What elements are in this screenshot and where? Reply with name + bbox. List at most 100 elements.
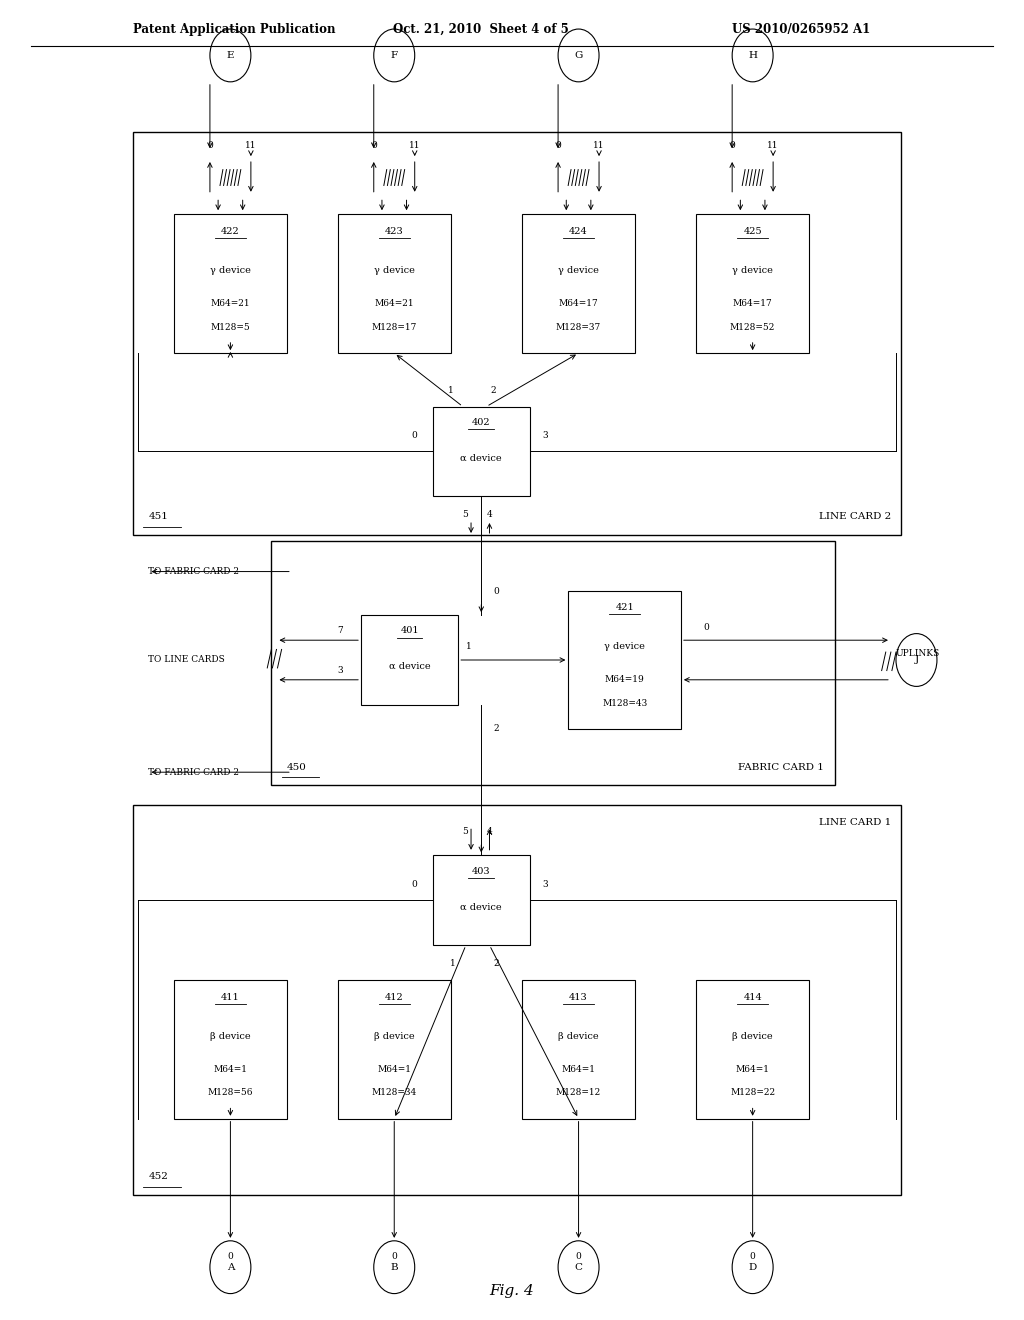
- Text: Patent Application Publication: Patent Application Publication: [133, 22, 336, 36]
- Text: M128=17: M128=17: [372, 323, 417, 331]
- Text: M128=34: M128=34: [372, 1089, 417, 1097]
- Bar: [338, 214, 451, 352]
- Text: 4: 4: [486, 511, 493, 519]
- Text: 0: 0: [207, 141, 213, 150]
- Text: FABRIC CARD 1: FABRIC CARD 1: [738, 763, 824, 772]
- Text: γ device: γ device: [210, 267, 251, 275]
- Text: M128=43: M128=43: [602, 700, 647, 708]
- Text: M64=21: M64=21: [211, 300, 250, 308]
- Text: UPLINKS: UPLINKS: [896, 649, 940, 657]
- Text: M64=1: M64=1: [377, 1065, 412, 1073]
- Text: γ device: γ device: [374, 267, 415, 275]
- Bar: [174, 979, 287, 1119]
- Text: α device: α device: [461, 903, 502, 911]
- Text: 0: 0: [227, 1253, 233, 1261]
- Text: 424: 424: [569, 227, 588, 236]
- Text: M128=5: M128=5: [211, 323, 250, 331]
- Text: F: F: [391, 51, 397, 59]
- Text: 0: 0: [412, 432, 417, 440]
- Text: D: D: [749, 1263, 757, 1271]
- Text: α device: α device: [389, 663, 430, 671]
- Text: B: B: [390, 1263, 398, 1271]
- Text: M64=1: M64=1: [213, 1065, 248, 1073]
- Text: TO FABRIC CARD 2: TO FABRIC CARD 2: [148, 768, 240, 776]
- Text: β device: β device: [732, 1032, 773, 1040]
- Text: 0: 0: [412, 880, 417, 888]
- Text: 4: 4: [486, 828, 493, 836]
- Bar: [522, 214, 635, 352]
- Text: 450: 450: [287, 763, 306, 772]
- Text: 2: 2: [494, 725, 500, 733]
- Text: 422: 422: [221, 227, 240, 236]
- Text: 0: 0: [729, 141, 735, 150]
- Text: G: G: [574, 51, 583, 59]
- Bar: [696, 979, 809, 1119]
- Text: C: C: [574, 1263, 583, 1271]
- Text: 1: 1: [450, 960, 456, 968]
- Text: M128=56: M128=56: [208, 1089, 253, 1097]
- Text: 11: 11: [409, 141, 421, 150]
- Text: M64=17: M64=17: [559, 300, 598, 308]
- Bar: [568, 591, 681, 729]
- Text: 1: 1: [447, 387, 454, 395]
- Text: 401: 401: [400, 627, 419, 635]
- Bar: [133, 132, 901, 535]
- Text: 5: 5: [462, 828, 468, 836]
- Bar: [522, 979, 635, 1119]
- Text: 7: 7: [338, 627, 343, 635]
- Text: α device: α device: [461, 454, 502, 462]
- Text: TO LINE CARDS: TO LINE CARDS: [148, 656, 225, 664]
- Text: γ device: γ device: [732, 267, 773, 275]
- Text: 403: 403: [472, 867, 490, 875]
- Text: LINE CARD 1: LINE CARD 1: [818, 818, 891, 828]
- Text: 11: 11: [767, 141, 779, 150]
- Text: 3: 3: [543, 880, 548, 888]
- Text: 402: 402: [472, 418, 490, 426]
- Text: 414: 414: [743, 993, 762, 1002]
- Text: 421: 421: [615, 603, 634, 612]
- Text: 0: 0: [703, 623, 710, 631]
- Text: Oct. 21, 2010  Sheet 4 of 5: Oct. 21, 2010 Sheet 4 of 5: [393, 22, 569, 36]
- Text: 413: 413: [569, 993, 588, 1002]
- Text: A: A: [226, 1263, 234, 1271]
- Text: J: J: [914, 656, 919, 664]
- Text: 11: 11: [245, 141, 257, 150]
- Text: 411: 411: [221, 993, 240, 1002]
- Text: M128=22: M128=22: [730, 1089, 775, 1097]
- Text: M128=52: M128=52: [730, 323, 775, 331]
- Text: 423: 423: [385, 227, 403, 236]
- Text: 3: 3: [338, 667, 343, 675]
- Text: M64=17: M64=17: [733, 300, 772, 308]
- Text: 2: 2: [494, 960, 500, 968]
- Text: 0: 0: [575, 1253, 582, 1261]
- Bar: [432, 855, 530, 945]
- Text: 451: 451: [148, 512, 168, 521]
- Text: 0: 0: [555, 141, 561, 150]
- Bar: [696, 214, 809, 352]
- Text: US 2010/0265952 A1: US 2010/0265952 A1: [732, 22, 870, 36]
- Text: 0: 0: [494, 587, 500, 595]
- Bar: [133, 805, 901, 1195]
- Text: 11: 11: [593, 141, 605, 150]
- Text: 412: 412: [385, 993, 403, 1002]
- Bar: [432, 407, 530, 496]
- Text: TO FABRIC CARD 2: TO FABRIC CARD 2: [148, 568, 240, 576]
- Text: 1: 1: [466, 643, 471, 651]
- Text: 5: 5: [462, 511, 468, 519]
- Text: Fig. 4: Fig. 4: [489, 1284, 535, 1298]
- Text: E: E: [226, 51, 234, 59]
- Text: 425: 425: [743, 227, 762, 236]
- Text: 0: 0: [371, 141, 377, 150]
- Bar: [361, 615, 459, 705]
- Text: 452: 452: [148, 1172, 168, 1181]
- Text: γ device: γ device: [604, 643, 645, 651]
- Text: M128=37: M128=37: [556, 323, 601, 331]
- Text: 3: 3: [543, 432, 548, 440]
- Text: 0: 0: [391, 1253, 397, 1261]
- Text: H: H: [749, 51, 757, 59]
- Text: 0: 0: [750, 1253, 756, 1261]
- Text: LINE CARD 2: LINE CARD 2: [818, 512, 891, 521]
- Text: M64=1: M64=1: [561, 1065, 596, 1073]
- Text: M64=21: M64=21: [375, 300, 414, 308]
- Bar: [271, 541, 835, 785]
